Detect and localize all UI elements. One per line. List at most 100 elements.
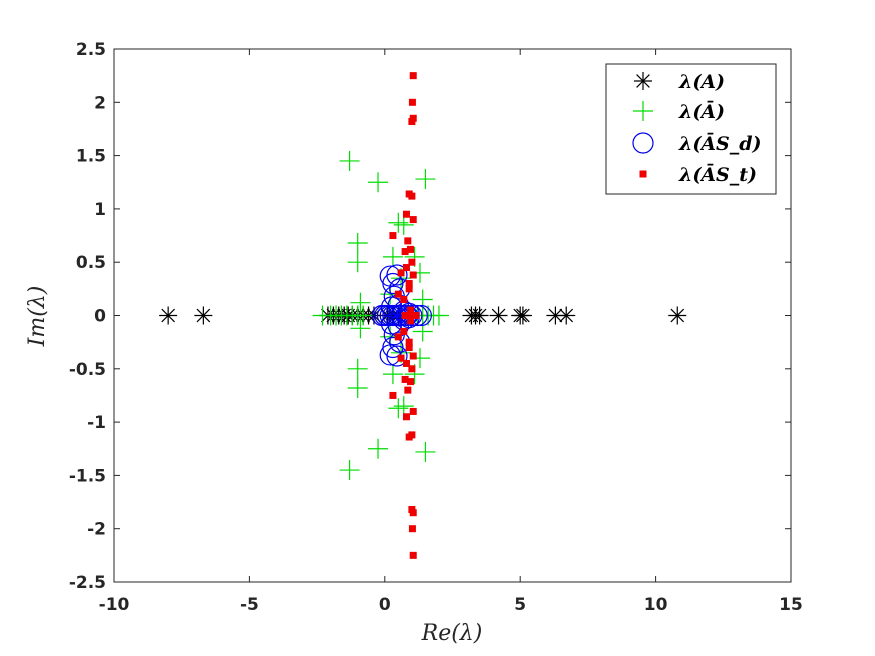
data-point-3 bbox=[402, 413, 410, 421]
data-point-3 bbox=[405, 343, 413, 351]
data-point-1 bbox=[382, 364, 403, 385]
x-tick-label: 5 bbox=[514, 595, 526, 615]
data-point-1 bbox=[350, 292, 371, 313]
data-point-1 bbox=[350, 318, 371, 339]
asterisk-stroke bbox=[559, 308, 574, 323]
data-point-0 bbox=[513, 306, 532, 325]
data-point-2 bbox=[386, 345, 408, 367]
data-point-3 bbox=[401, 248, 409, 256]
data-point-0 bbox=[557, 306, 576, 325]
data-point-3 bbox=[397, 354, 405, 362]
x-tick-label: -5 bbox=[240, 595, 259, 615]
data-point-3 bbox=[408, 192, 416, 200]
y-tick-label: -2 bbox=[87, 520, 106, 540]
y-tick-label: -2.5 bbox=[69, 573, 106, 593]
data-point-1 bbox=[368, 172, 389, 193]
data-point-3 bbox=[409, 352, 417, 360]
plot-frame bbox=[113, 48, 792, 583]
data-point-1 bbox=[347, 358, 368, 379]
y-tick-label: 1 bbox=[94, 200, 106, 220]
data-point-3 bbox=[407, 245, 415, 253]
data-point-3 bbox=[408, 525, 416, 533]
data-point-1 bbox=[382, 246, 403, 267]
data-point-3 bbox=[394, 333, 402, 341]
data-point-1 bbox=[415, 169, 436, 190]
legend-marker-0 bbox=[634, 72, 652, 90]
y-tick-label: 2.5 bbox=[76, 40, 106, 60]
data-point-3 bbox=[402, 359, 410, 367]
asterisk-stroke bbox=[491, 308, 506, 323]
data-point-1 bbox=[339, 150, 360, 171]
data-point-3 bbox=[389, 391, 397, 399]
x-tick-label: -10 bbox=[99, 595, 130, 615]
data-point-3 bbox=[408, 98, 416, 106]
legend-entry-3: λ(ĀS_t) bbox=[678, 164, 757, 186]
data-point-3 bbox=[408, 506, 416, 514]
y-tick-label: 2 bbox=[94, 93, 106, 113]
asterisk-stroke bbox=[548, 308, 563, 323]
tick-layer: -10 -5 0 5 10 15 2.5 2 1.5 1 0.5 0 -0.5 -1 -1.5 -2 -2.5 bbox=[69, 40, 803, 615]
x-tick-label: 10 bbox=[644, 595, 668, 615]
data-point-3 bbox=[408, 258, 416, 266]
data-point-0 bbox=[489, 306, 508, 325]
legend-marker-3 bbox=[639, 170, 647, 178]
data-point-3 bbox=[407, 378, 415, 386]
legend-entry-2: λ(ĀS_d) bbox=[678, 133, 762, 155]
data-point-3 bbox=[408, 431, 416, 439]
y-tick-label: -0.5 bbox=[69, 360, 106, 380]
points-layer bbox=[159, 72, 687, 559]
data-point-3 bbox=[397, 269, 405, 277]
data-point-3 bbox=[401, 375, 409, 383]
y-tick-label: -1 bbox=[87, 413, 106, 433]
data-point-1 bbox=[428, 305, 449, 326]
asterisk-stroke bbox=[196, 308, 211, 323]
asterisk-stroke bbox=[670, 308, 685, 323]
y-tick-label: 1.5 bbox=[76, 147, 106, 167]
asterisk-stroke bbox=[472, 308, 487, 323]
data-point-3 bbox=[404, 386, 412, 394]
asterisk-stroke bbox=[516, 308, 530, 323]
y-tick-label: 0 bbox=[94, 307, 106, 327]
data-point-3 bbox=[408, 312, 416, 319]
asterisk-stroke bbox=[636, 74, 650, 88]
y-tick-label: -1.5 bbox=[69, 466, 106, 486]
data-point-3 bbox=[400, 296, 408, 304]
data-point-3 bbox=[405, 285, 413, 293]
data-point-3 bbox=[404, 237, 412, 245]
data-point-0 bbox=[470, 306, 489, 325]
y-tick-label: 0.5 bbox=[76, 253, 106, 273]
data-point-3 bbox=[409, 271, 417, 279]
x-axis-label: Re(λ) bbox=[421, 621, 483, 646]
data-point-1 bbox=[393, 214, 414, 235]
x-tick-label: 15 bbox=[779, 595, 803, 615]
data-point-3 bbox=[408, 365, 416, 373]
data-point-0 bbox=[668, 306, 687, 325]
data-point-3 bbox=[394, 290, 402, 298]
data-point-1 bbox=[347, 252, 368, 273]
data-point-0 bbox=[159, 306, 178, 325]
data-point-3 bbox=[402, 210, 410, 218]
data-point-3 bbox=[405, 338, 413, 346]
data-point-3 bbox=[389, 232, 397, 240]
legend-entry-0: λ(A) bbox=[678, 71, 725, 93]
data-point-3 bbox=[407, 306, 415, 314]
data-point-1 bbox=[347, 377, 368, 398]
data-point-3 bbox=[409, 407, 417, 415]
data-point-1 bbox=[353, 305, 374, 326]
data-point-3 bbox=[409, 72, 417, 80]
data-point-1 bbox=[388, 398, 409, 419]
data-point-3 bbox=[409, 216, 417, 224]
data-point-3 bbox=[402, 264, 410, 272]
legend-entry-1: λ(Ā) bbox=[678, 101, 725, 123]
legend-marker-2 bbox=[632, 132, 654, 154]
data-point-1 bbox=[388, 212, 409, 233]
data-point-2 bbox=[386, 264, 408, 286]
data-point-3 bbox=[401, 312, 409, 319]
data-point-3 bbox=[400, 327, 408, 335]
data-point-1 bbox=[393, 396, 414, 417]
asterisk-stroke bbox=[161, 308, 175, 323]
legend-marker-1 bbox=[633, 101, 653, 121]
y-axis-label: Im(λ) bbox=[25, 286, 50, 348]
x-tick-label: 0 bbox=[379, 595, 391, 615]
